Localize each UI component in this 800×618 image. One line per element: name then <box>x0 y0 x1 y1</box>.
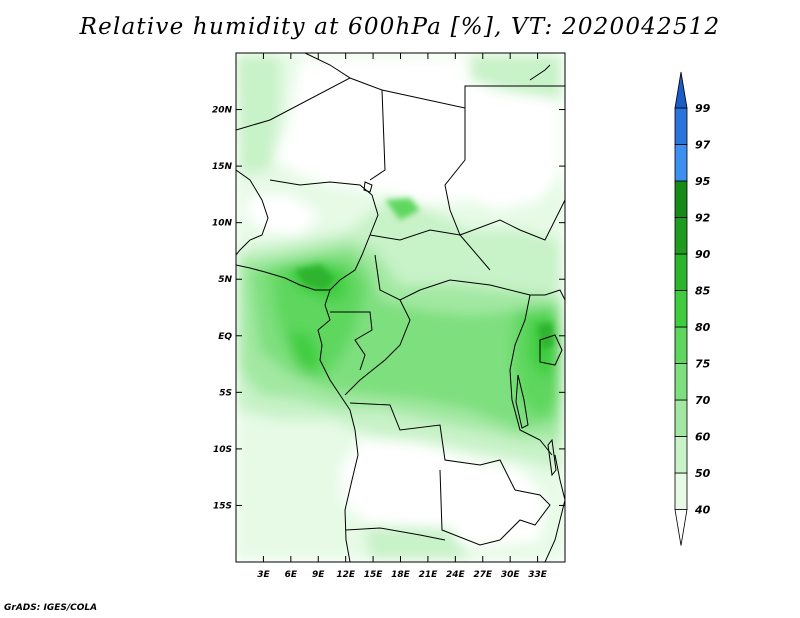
rh-below-40-south <box>340 440 548 548</box>
y-tick-label: EQ <box>218 332 232 342</box>
border-angola-zambia <box>439 469 501 546</box>
x-tick-label: 9E <box>312 570 325 580</box>
colorbar-label: 40 <box>694 504 711 517</box>
rh-85-90-north <box>385 198 420 220</box>
x-tick-label: 27E <box>473 570 493 580</box>
border-nigeria-niger <box>269 179 379 236</box>
humidity-field <box>236 53 565 562</box>
colorbar: 40 50 60 70 75 80 85 90 92 95 97 99 <box>674 71 711 546</box>
colorbar-segment <box>674 180 688 218</box>
colorbar-label: 95 <box>695 175 711 188</box>
rh-80-85-coast <box>290 330 320 375</box>
colorbar-label: 99 <box>695 102 711 115</box>
red-sea-coast <box>529 64 551 81</box>
x-tick-label: 12E <box>336 570 356 580</box>
colorbar-segment <box>674 290 688 328</box>
x-axis: 3E 6E 9E 12E 15E 18E 21E 24E 27E 30E 33E <box>257 53 548 580</box>
y-tick-label: 5S <box>219 388 232 398</box>
political-boundaries <box>236 53 565 562</box>
border-mozambique <box>544 454 565 562</box>
border-car-north <box>369 229 461 241</box>
border-niger-north <box>349 77 386 181</box>
border-east-africa <box>530 289 565 301</box>
lake-chad <box>363 181 373 193</box>
colorbar-top-triangle <box>674 71 688 109</box>
colorbar-segment <box>674 217 688 255</box>
coast-west-bulge <box>236 169 269 256</box>
rh-50-60-south <box>365 525 470 560</box>
border-drc-east <box>509 294 553 456</box>
border-drc-angola <box>349 402 516 491</box>
map-title: Relative humidity at 600hPa [%], VT: 202… <box>79 14 721 40</box>
border-congo-gabon <box>330 311 373 371</box>
x-tick-label: 18E <box>391 570 411 580</box>
x-tick-label: 6E <box>285 570 298 580</box>
colorbar-label: 80 <box>695 321 711 334</box>
colorbar-segment <box>674 144 688 182</box>
x-tick-label: 3E <box>257 570 270 580</box>
lake-tanganyika <box>515 374 529 429</box>
border-egypt-sudan <box>464 85 565 108</box>
rh-85-90-east <box>538 322 554 350</box>
y-tick-label: 20N <box>212 106 233 116</box>
colorbar-label: 70 <box>695 394 711 407</box>
y-tick-label: 10N <box>212 219 233 229</box>
colorbar-segment <box>674 253 688 291</box>
colorbar-segment <box>674 363 688 401</box>
border-drc-congo <box>344 299 411 396</box>
colorbar-bottom-triangle <box>674 509 688 546</box>
x-tick-label: 21E <box>419 570 439 580</box>
y-tick-label: 15N <box>212 162 233 172</box>
x-tick-label: 33E <box>528 570 548 580</box>
rh-85-90-area <box>295 265 335 290</box>
colorbar-segment <box>674 326 688 364</box>
x-tick-label: 15E <box>364 570 384 580</box>
border-angola-namibia <box>345 527 446 541</box>
rh-50-60-north-strip <box>236 55 280 175</box>
x-tick-label: 30E <box>501 570 521 580</box>
colorbar-segment <box>674 436 688 474</box>
y-tick-label: 15S <box>213 501 232 511</box>
footer-credit: GrADS: IGES/COLA <box>4 603 98 613</box>
rh-below-40-north <box>275 58 562 210</box>
y-axis: 20N 15N 10N 5N EQ 5S 10S 15S <box>212 106 565 511</box>
colorbar-segment <box>674 399 688 437</box>
y-tick-label: 5N <box>218 275 232 285</box>
border-sudan-south <box>459 199 565 241</box>
border-car-south <box>374 254 531 301</box>
colorbar-label: 50 <box>695 467 711 480</box>
coastline-west-africa <box>236 264 359 562</box>
colorbar-label: 92 <box>695 212 711 225</box>
border-nigeria-cameroon <box>329 234 371 291</box>
colorbar-label: 60 <box>695 431 711 444</box>
colorbar-label: 90 <box>695 248 711 261</box>
colorbar-segment <box>674 107 688 145</box>
x-tick-label: 24E <box>446 570 466 580</box>
colorbar-segment <box>674 472 688 510</box>
colorbar-label: 97 <box>695 139 711 152</box>
rh-50-60-ne <box>470 55 560 100</box>
lake-victoria <box>539 334 563 366</box>
colorbar-label: 85 <box>695 285 711 298</box>
border-zambia-east <box>499 489 551 541</box>
lake-malawi <box>547 438 557 477</box>
y-tick-label: 10S <box>213 445 232 455</box>
colorbar-label: 75 <box>695 358 711 371</box>
